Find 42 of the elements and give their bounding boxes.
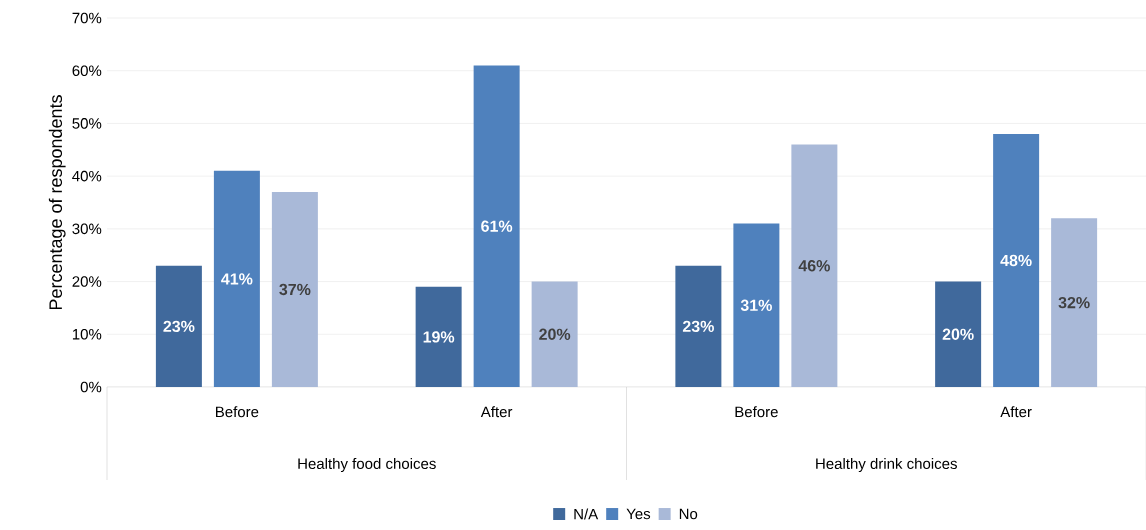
y-tick-label: 30% <box>72 223 102 235</box>
data-label: 20% <box>942 328 974 340</box>
y-tick-label: 60% <box>72 65 102 77</box>
bar <box>675 265 722 387</box>
data-label: 20% <box>539 328 571 340</box>
bar <box>935 281 982 387</box>
y-axis-title: Percentage of respondents <box>48 95 66 310</box>
y-tick-label: 70% <box>72 12 102 24</box>
data-label: 19% <box>423 331 455 343</box>
bar <box>473 65 520 387</box>
data-label: 48% <box>1000 254 1032 267</box>
bar <box>213 170 260 387</box>
data-label: 32% <box>1058 296 1090 309</box>
y-tick-label: 50% <box>72 118 102 129</box>
legend-label: No <box>679 508 698 520</box>
x-tick-label: Before <box>735 406 778 418</box>
data-label: 37% <box>279 283 311 296</box>
data-label: 46% <box>798 260 830 272</box>
bar <box>415 286 462 387</box>
y-tick-label: 20% <box>72 276 102 287</box>
bar <box>733 223 780 387</box>
text: Healthy food choices <box>298 458 436 472</box>
y-tick-label: 40% <box>72 170 102 182</box>
bar <box>155 265 202 387</box>
bar <box>1051 218 1098 387</box>
bar <box>791 144 838 387</box>
x-tick-label: After <box>480 406 513 418</box>
data-label: 41% <box>221 273 253 285</box>
y-tick-label: 10% <box>72 328 102 340</box>
data-label: 23% <box>682 320 714 333</box>
data-label: 23% <box>163 320 195 333</box>
bar <box>993 133 1040 387</box>
data-label: 31% <box>740 299 772 311</box>
legend-label: Yes <box>626 508 651 520</box>
x-tick-label: After <box>1000 406 1032 418</box>
text: Healthy drink choices <box>816 458 957 472</box>
bar <box>531 281 578 387</box>
legend-label: N/A <box>574 508 599 520</box>
x-tick-label: Before <box>216 406 259 418</box>
bar <box>271 191 318 387</box>
data-label: 61% <box>481 220 513 232</box>
y-tick-label: 0% <box>80 381 102 393</box>
